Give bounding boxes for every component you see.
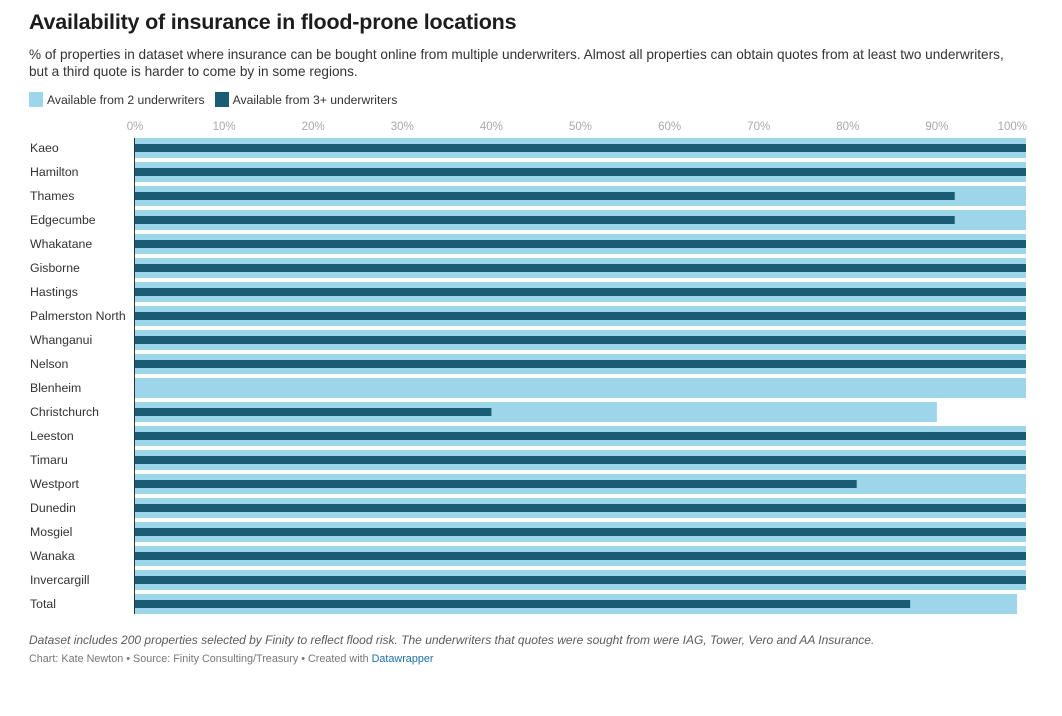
x-tick-label: 80% (836, 121, 859, 133)
bar-three-plus-underwriters-edgecumbe (135, 216, 955, 224)
bar-three-plus-underwriters-nelson (135, 360, 1026, 368)
x-tick-label: 30% (391, 121, 414, 133)
legend-label-two-underwriters: Available from 2 underwriters (47, 92, 205, 107)
chart-title: Availability of insurance in flood-prone… (29, 10, 517, 34)
bar-three-plus-underwriters-mosgiel (135, 528, 1026, 536)
row-label-whanganui: Whanganui (30, 333, 92, 347)
x-tick-label: 70% (747, 121, 770, 133)
row-label-hastings: Hastings (30, 285, 78, 299)
row-label-leeston: Leeston (30, 429, 74, 443)
row-label-blenheim: Blenheim (30, 381, 81, 395)
row-label-edgecumbe: Edgecumbe (30, 213, 96, 227)
row-label-palmerston-north: Palmerston North (30, 309, 126, 323)
x-tick-label: 100% (998, 121, 1027, 133)
bar-chart: 0% 10% 20% 30% 40% 50% 60% 70% 80% 90% 100% Kaeo Ham… (30, 121, 1027, 614)
bar-three-plus-underwriters-wanaka (135, 552, 1026, 560)
row-label-thames: Thames (30, 189, 74, 203)
row-label-total: Total (30, 597, 56, 611)
row-label-whakatane: Whakatane (30, 237, 92, 251)
legend-swatch-two-underwriters (29, 92, 43, 107)
bar-three-plus-underwriters-hamilton (135, 168, 1026, 176)
bar-three-plus-underwriters-kaeo (135, 144, 1026, 152)
bar-three-plus-underwriters-gisborne (135, 264, 1026, 272)
bar-three-plus-underwriters-leeston (135, 432, 1026, 440)
legend-swatch-three-plus-underwriters (214, 92, 229, 107)
row-label-christchurch: Christchurch (30, 405, 99, 419)
bar-three-plus-underwriters-whanganui (135, 336, 1026, 344)
bar-three-plus-underwriters-timaru (135, 456, 1026, 464)
bar-two-underwriters-christchurch (135, 402, 937, 422)
row-label-timaru: Timaru (30, 453, 68, 467)
bar-three-plus-underwriters-whakatane (135, 240, 1026, 248)
byline-text: Chart: Kate Newton • Source: Finity Cons… (29, 653, 369, 665)
bar-three-plus-underwriters-palmerston-north (135, 312, 1026, 320)
row-label-dunedin: Dunedin (30, 501, 76, 515)
legend: Available from 2 underwriters Available … (29, 91, 407, 108)
bar-three-plus-underwriters-total (135, 600, 911, 608)
row-label-hamilton: Hamilton (30, 165, 79, 179)
x-tick-label: 10% (213, 121, 236, 133)
row-label-gisborne: Gisborne (30, 261, 80, 275)
chart-subtitle: % of properties in dataset where insuran… (29, 47, 1004, 79)
x-tick-label: 60% (658, 121, 681, 133)
row-label-wanaka: Wanaka (30, 549, 75, 563)
bar-three-plus-underwriters-christchurch (135, 408, 492, 416)
bar-three-plus-underwriters-dunedin (135, 504, 1026, 512)
chart-notes: Dataset includes 200 properties selected… (29, 633, 875, 647)
byline: Chart: Kate Newton • Source: Finity Cons… (29, 653, 433, 665)
row-label-westport: Westport (30, 477, 80, 491)
x-tick-label: 20% (302, 121, 325, 133)
bar-two-underwriters-blenheim (135, 378, 1026, 398)
row-label-kaeo: Kaeo (30, 141, 59, 155)
legend-item-two-underwriters: Available from 2 underwriters (29, 92, 205, 107)
bar-three-plus-underwriters-thames (135, 192, 955, 200)
bar-three-plus-underwriters-hastings (135, 288, 1026, 296)
row-label-mosgiel: Mosgiel (30, 525, 72, 539)
legend-item-three-plus-underwriters: Available from 3+ underwriters (214, 92, 398, 107)
legend-label-three-plus-underwriters: Available from 3+ underwriters (232, 92, 398, 107)
x-tick-label: 90% (925, 121, 948, 133)
datawrapper-link[interactable]: Datawrapper (371, 653, 434, 665)
bar-three-plus-underwriters-invercargill (135, 576, 1026, 584)
row-label-invercargill: Invercargill (30, 573, 89, 587)
x-tick-label: 50% (569, 121, 592, 133)
bar-three-plus-underwriters-westport (135, 480, 857, 488)
row-label-nelson: Nelson (30, 357, 68, 371)
x-tick-label: 40% (480, 121, 503, 133)
x-tick-label: 0% (127, 121, 144, 133)
